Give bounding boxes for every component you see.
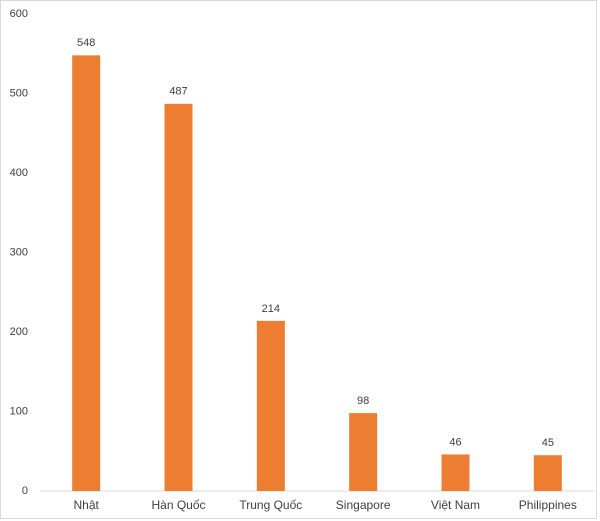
bar — [164, 103, 193, 492]
bar — [441, 454, 470, 491]
x-tick-label: Nhật — [73, 498, 99, 512]
x-tick-label: Việt Nam — [431, 498, 480, 512]
data-label: 214 — [262, 303, 280, 315]
data-label: 98 — [357, 395, 369, 407]
bar — [72, 55, 101, 492]
x-tick-label: Philippines — [519, 498, 577, 512]
data-label: 46 — [449, 436, 461, 448]
bar — [256, 320, 285, 491]
y-tick-label: 400 — [10, 167, 28, 179]
y-tick-label: 300 — [10, 246, 28, 258]
x-tick-label: Singapore — [336, 498, 391, 512]
y-tick-label: 500 — [10, 87, 28, 99]
bar — [349, 413, 378, 491]
y-tick-label: 600 — [10, 8, 28, 20]
y-tick-label: 100 — [10, 405, 28, 417]
data-label: 548 — [77, 37, 95, 49]
x-tick-label: Trung Quốc — [239, 498, 302, 512]
y-tick-label: 0 — [22, 485, 28, 497]
data-label: 487 — [169, 86, 187, 98]
data-label: 45 — [542, 437, 554, 449]
bar — [533, 455, 562, 491]
x-tick-label: Hàn Quốc — [151, 498, 205, 512]
y-tick-label: 200 — [10, 326, 28, 338]
